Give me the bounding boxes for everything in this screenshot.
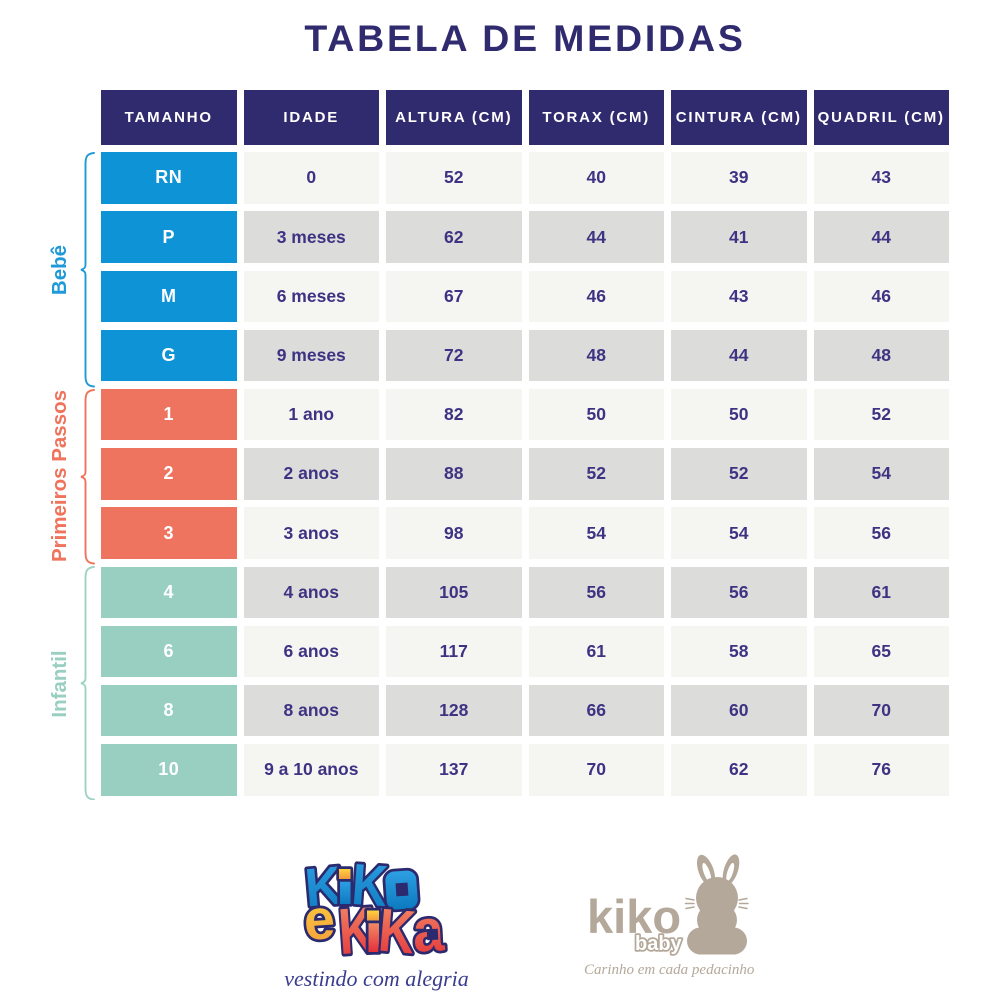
svg-text:vestindo com alegria: vestindo com alegria: [284, 966, 469, 991]
svg-text:K: K: [336, 893, 377, 968]
svg-text:e: e: [302, 887, 337, 953]
svg-text:K: K: [376, 896, 418, 967]
svg-text:kiko: kiko: [587, 890, 681, 943]
svg-text:Carinho em cada pedacinho: Carinho em cada pedacinho: [584, 962, 755, 978]
svg-text:baby: baby: [635, 933, 683, 955]
